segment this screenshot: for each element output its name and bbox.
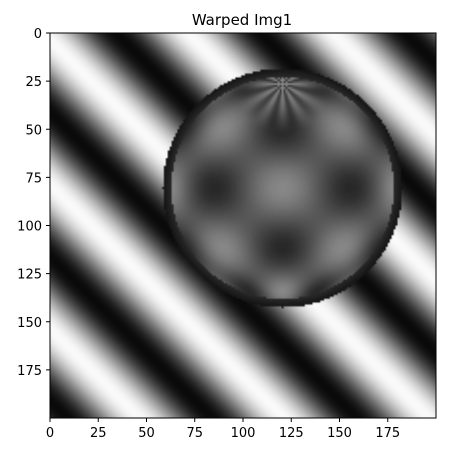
- y-axis: 0 25 50 75 100 125 150 175: [17, 27, 50, 379]
- x-tick-label: 100: [231, 426, 256, 441]
- x-tick-label: 25: [90, 426, 107, 441]
- x-tick-label: 125: [279, 426, 304, 441]
- image-plot: [49, 32, 437, 419]
- y-tick-label: 125: [17, 268, 42, 283]
- y-tick-label: 150: [17, 316, 42, 331]
- x-tick-label: 150: [327, 426, 352, 441]
- heatmap-image: [50, 33, 436, 418]
- x-tick-label: 0: [46, 426, 54, 441]
- x-tick-label: 175: [375, 426, 400, 441]
- x-tick-label: 75: [186, 426, 203, 441]
- chart-title: Warped Img1: [192, 11, 292, 29]
- y-tick-label: 25: [25, 75, 42, 90]
- y-tick-label: 175: [17, 364, 42, 379]
- y-tick-label: 50: [25, 123, 42, 138]
- y-tick-label: 75: [25, 171, 42, 186]
- x-axis: 0 25 50 75 100 125 150 175: [46, 418, 400, 441]
- y-tick-label: 100: [17, 220, 42, 235]
- x-tick-label: 50: [138, 426, 155, 441]
- y-tick-label: 0: [34, 27, 42, 42]
